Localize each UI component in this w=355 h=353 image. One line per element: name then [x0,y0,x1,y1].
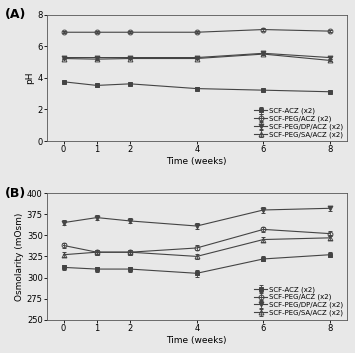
Y-axis label: pH: pH [26,72,34,84]
Y-axis label: Osmolarity (mOsm): Osmolarity (mOsm) [15,212,24,301]
X-axis label: Time (weeks): Time (weeks) [166,157,227,166]
Text: (A): (A) [5,8,26,21]
Text: (B): (B) [5,187,26,200]
Legend: SCF-ACZ (x2), SCF-PEG/ACZ (x2), SCF-PEG/DP/ACZ (x2), SCF-PEG/SA/ACZ (x2): SCF-ACZ (x2), SCF-PEG/ACZ (x2), SCF-PEG/… [253,285,345,318]
Legend: SCF-ACZ (x2), SCF-PEG/ACZ (x2), SCF-PEG/DP/ACZ (x2), SCF-PEG/SA/ACZ (x2): SCF-ACZ (x2), SCF-PEG/ACZ (x2), SCF-PEG/… [253,106,345,139]
X-axis label: Time (weeks): Time (weeks) [166,336,227,345]
